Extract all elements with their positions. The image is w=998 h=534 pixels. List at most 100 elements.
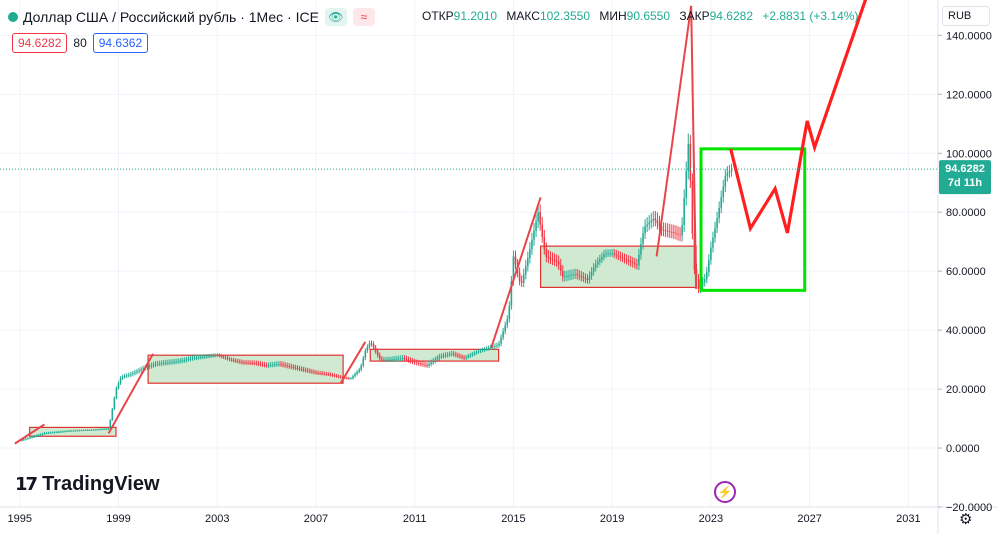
candle-body bbox=[685, 170, 688, 198]
x-tick-label: 2011 bbox=[403, 513, 427, 525]
candle-body bbox=[374, 347, 377, 352]
candle-body bbox=[370, 343, 373, 345]
candle-body bbox=[475, 352, 478, 354]
candle-body bbox=[51, 432, 54, 434]
x-tick-label: 1995 bbox=[8, 513, 32, 525]
y-tick-label: 60.0000 bbox=[946, 266, 986, 278]
candle-body bbox=[547, 256, 550, 258]
candle-body bbox=[428, 364, 430, 366]
candle-body bbox=[171, 362, 173, 363]
candle-body bbox=[644, 226, 646, 234]
candle-body bbox=[716, 218, 718, 228]
candle-body bbox=[255, 363, 258, 364]
buy-button[interactable]: 94.6362 bbox=[92, 33, 149, 53]
candle-body bbox=[136, 371, 138, 373]
x-tick-label: 2003 bbox=[205, 513, 229, 525]
candle-body bbox=[403, 358, 406, 359]
candle-body bbox=[615, 254, 618, 256]
candle-body bbox=[467, 356, 469, 358]
candle-body bbox=[420, 363, 422, 365]
candle-body bbox=[580, 276, 583, 278]
candle-body bbox=[352, 376, 354, 379]
candle-body bbox=[455, 354, 457, 356]
code-icon[interactable]: ≈ bbox=[352, 8, 375, 26]
candle-body bbox=[545, 249, 548, 257]
symbol-title[interactable]: Доллар США / Российский рубль · 1Мес · I… bbox=[23, 9, 319, 25]
candle-body bbox=[80, 430, 83, 432]
candle-body bbox=[588, 275, 591, 281]
candle-body bbox=[290, 366, 293, 368]
candle-body bbox=[465, 357, 467, 359]
candle-body bbox=[434, 359, 437, 362]
currency-selector[interactable]: RUB bbox=[942, 6, 990, 26]
candle-body bbox=[611, 253, 613, 255]
candle-body bbox=[607, 253, 609, 255]
candle-body bbox=[193, 357, 196, 359]
candle-body bbox=[562, 270, 564, 278]
candle-body bbox=[210, 355, 212, 357]
candle-body bbox=[483, 349, 486, 351]
candle-body bbox=[60, 431, 62, 433]
candle-body bbox=[222, 356, 225, 358]
candle-body bbox=[477, 351, 480, 353]
quantity-value[interactable]: 80 bbox=[73, 36, 87, 50]
candle-body bbox=[267, 365, 270, 367]
candle-body bbox=[564, 276, 566, 278]
candle-body bbox=[296, 367, 299, 369]
candle-body bbox=[605, 253, 607, 255]
candle-body bbox=[662, 229, 665, 231]
candle-body bbox=[648, 222, 650, 225]
price-axis[interactable]: −20.0000 0.0000 20.0000 40.0000 60.0000 80.00… bbox=[938, 30, 992, 514]
candle-body bbox=[113, 397, 116, 409]
change-value: +2.8831 (+3.14%) bbox=[762, 9, 859, 23]
candle-body bbox=[173, 361, 175, 363]
candle-body bbox=[633, 263, 636, 265]
candle-body bbox=[652, 218, 655, 221]
sell-button[interactable]: 94.6282 bbox=[12, 33, 68, 53]
candle-body bbox=[673, 232, 675, 234]
candle-body bbox=[84, 430, 87, 431]
candle-body bbox=[594, 264, 597, 268]
tv-logo-icon: 17 bbox=[15, 474, 38, 495]
candle-body bbox=[574, 274, 576, 275]
candle-body bbox=[127, 374, 130, 376]
candle-body bbox=[720, 197, 722, 208]
x-tick-label: 2007 bbox=[304, 513, 328, 525]
candle-body bbox=[529, 249, 531, 259]
candle-body bbox=[150, 365, 153, 367]
y-tick-label: −20.0000 bbox=[946, 502, 992, 514]
candle-body bbox=[383, 359, 385, 361]
eye-icon[interactable]: 👁 bbox=[324, 8, 347, 26]
candle-body bbox=[705, 272, 708, 280]
time-axis[interactable]: 1995 1999 2003 2007 2011 2015 2019 2023 2027 2031 bbox=[8, 513, 921, 525]
candle-body bbox=[656, 220, 659, 224]
candle-body bbox=[638, 254, 640, 266]
price-tag-value: 94.6282 bbox=[945, 163, 985, 175]
candle-body bbox=[448, 354, 451, 356]
candle-body bbox=[714, 227, 716, 238]
candle-body bbox=[191, 358, 194, 359]
candle-body bbox=[47, 432, 50, 434]
candle-body bbox=[650, 220, 653, 223]
candle-body bbox=[570, 275, 572, 276]
candle-body bbox=[269, 365, 272, 366]
candle-body bbox=[333, 375, 336, 377]
candle-body bbox=[308, 370, 311, 372]
candle-body bbox=[241, 362, 243, 363]
candle-body bbox=[119, 378, 122, 384]
candle-body bbox=[510, 281, 513, 306]
candle-body bbox=[395, 358, 397, 360]
candle-body bbox=[158, 363, 161, 365]
candle-body bbox=[701, 282, 704, 286]
candle-body bbox=[502, 331, 504, 338]
candle-body bbox=[142, 368, 144, 370]
candle-body bbox=[292, 366, 295, 368]
flash-icon[interactable]: ⚡ bbox=[714, 481, 736, 503]
trend-line bbox=[690, 5, 698, 289]
gear-icon[interactable]: ⚙ bbox=[959, 511, 973, 528]
brand-logo[interactable]: 17 TradingView bbox=[15, 473, 160, 496]
candle-body bbox=[319, 373, 321, 374]
x-tick-label: 2015 bbox=[501, 513, 525, 525]
candle-body bbox=[424, 364, 426, 366]
